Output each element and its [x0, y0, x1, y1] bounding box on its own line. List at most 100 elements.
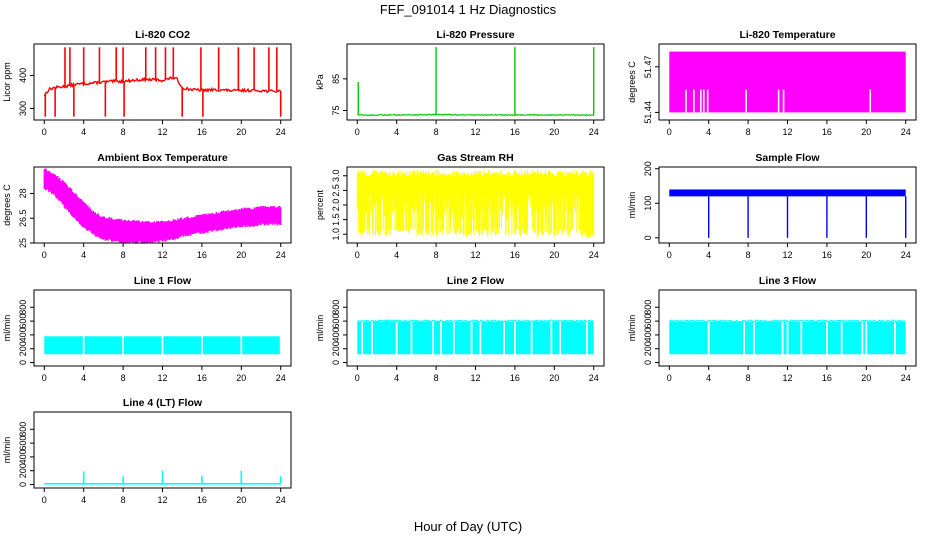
panel-title: Line 3 Flow	[759, 275, 817, 287]
y-axis-label: ml/min	[627, 192, 637, 219]
x-tick-label: 12	[157, 250, 167, 260]
y-tick-label: 1.5	[331, 213, 341, 226]
series-fill	[669, 51, 906, 113]
panel-title: Ambient Box Temperature	[97, 152, 228, 164]
data-gap	[743, 321, 746, 355]
panel-title: Sample Flow	[755, 152, 820, 164]
y-tick-label: 28	[18, 188, 28, 198]
data-gap	[826, 321, 828, 355]
chart-panel-9: Line 3 Flow ml/min 0 4 8 12 16 20 24 0 20040060080…	[627, 275, 917, 383]
x-tick-label: 16	[197, 495, 207, 505]
x-tick-label: 8	[746, 250, 751, 260]
y-axis-label: degrees C	[627, 61, 637, 103]
x-tick-label: 20	[549, 127, 559, 137]
data-gap	[410, 321, 413, 355]
data-gap	[800, 321, 803, 355]
y-tick-label: 0	[331, 360, 341, 365]
x-tick-label: 20	[236, 127, 246, 137]
x-tick-label: 16	[822, 373, 832, 383]
y-tick-label: 400	[331, 327, 341, 342]
series-group	[44, 470, 282, 485]
x-tick-label: 16	[822, 250, 832, 260]
data-gap	[201, 336, 203, 355]
data-gap	[503, 321, 505, 355]
panel-title: Line 2 Flow	[447, 275, 505, 287]
y-tick-label: 400	[18, 449, 28, 464]
data-gap	[869, 89, 872, 113]
x-tick-label: 8	[121, 373, 126, 383]
data-gap	[279, 336, 282, 355]
series-group	[43, 47, 282, 117]
x-tick-label: 24	[901, 250, 911, 260]
x-tick-label: 16	[197, 250, 207, 260]
y-tick-label: 200	[18, 463, 28, 478]
panel-title: Gas Stream RH	[437, 152, 513, 164]
y-tick-label: 800	[331, 300, 341, 315]
x-tick-label: 0	[355, 127, 360, 137]
data-gap	[685, 89, 687, 113]
x-tick-label: 20	[236, 373, 246, 383]
y-axis-label: Licor ppm	[2, 62, 12, 102]
x-tick-label: 4	[81, 495, 86, 505]
data-gap	[840, 321, 843, 355]
data-gap	[700, 89, 702, 113]
chart-panel-2: Li-820 Pressure kPa 0 4 8 12 16 20 24 75 85	[315, 29, 605, 137]
x-tick-label: 12	[157, 127, 167, 137]
x-tick-label: 24	[276, 373, 286, 383]
data-gap	[514, 321, 516, 355]
data-gap	[559, 321, 562, 355]
data-gap	[777, 89, 780, 113]
x-tick-label: 8	[121, 127, 126, 137]
data-gap	[706, 89, 709, 113]
data-gap	[693, 89, 695, 113]
y-tick-label: 300	[18, 101, 28, 116]
y-tick-label: 0	[18, 482, 28, 487]
panel-title: Li-820 Temperature	[739, 29, 835, 41]
data-gap	[753, 321, 755, 355]
x-tick-label: 0	[355, 373, 360, 383]
x-tick-label: 8	[746, 373, 751, 383]
panel-title: Line 1 Flow	[134, 275, 192, 287]
x-tick-label: 12	[157, 495, 167, 505]
x-tick-label: 12	[782, 250, 792, 260]
x-tick-label: 24	[901, 127, 911, 137]
x-tick-label: 4	[394, 373, 399, 383]
y-tick-label: 800	[18, 422, 28, 437]
data-gap	[585, 321, 588, 355]
series-band	[43, 168, 282, 244]
x-tick-label: 20	[236, 495, 246, 505]
data-gap	[479, 321, 482, 355]
x-tick-label: 24	[276, 495, 286, 505]
x-tick-label: 20	[861, 127, 871, 137]
data-gap	[240, 336, 243, 355]
series-band	[669, 189, 906, 197]
y-axis-label: ml/min	[2, 437, 12, 464]
x-tick-label: 20	[861, 250, 871, 260]
y-tick-label: 600	[18, 314, 28, 329]
x-tick-label: 16	[822, 127, 832, 137]
x-tick-label: 20	[236, 250, 246, 260]
y-tick-label: 400	[18, 327, 28, 342]
y-tick-label: 26.5	[18, 209, 28, 227]
x-tick-label: 0	[355, 250, 360, 260]
y-axis-label: percent	[315, 189, 325, 220]
panel-title: Li-820 Pressure	[436, 29, 514, 41]
y-tick-label: 0	[643, 360, 653, 365]
x-tick-label: 24	[901, 373, 911, 383]
x-tick-label: 8	[434, 250, 439, 260]
y-axis-label: degrees C	[2, 184, 12, 226]
series-top-edge	[669, 319, 906, 323]
y-tick-label: 400	[18, 68, 28, 83]
x-tick-label: 16	[510, 250, 520, 260]
series-group	[44, 336, 282, 355]
x-tick-label: 8	[121, 250, 126, 260]
series-group	[669, 319, 906, 355]
y-tick-label: 51.44	[643, 101, 653, 124]
x-tick-label: 12	[782, 127, 792, 137]
x-tick-label: 24	[589, 373, 599, 383]
y-tick-label: 400	[643, 327, 653, 342]
y-tick-label: 1.0	[331, 228, 341, 241]
data-gap	[371, 321, 373, 355]
chart-panel-5: Gas Stream RH percent 0 4 8 12 16 20 24 1.0 1.52.0…	[315, 152, 605, 260]
